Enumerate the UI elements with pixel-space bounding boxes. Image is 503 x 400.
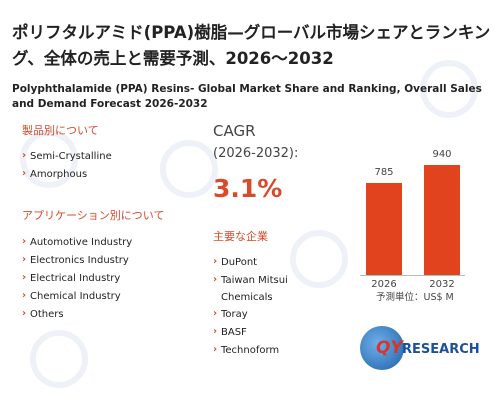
list-item: Electronics Industry: [22, 251, 132, 270]
baseline: [360, 275, 465, 276]
list-item: Automotive Industry: [22, 233, 132, 252]
list-item: Others: [22, 305, 132, 324]
section-heading: アプリケーション別について: [22, 209, 165, 222]
list-item: Semi-Crystalline: [22, 147, 112, 166]
logo-text: RESEARCH: [402, 342, 480, 357]
section-heading: 製品別について: [22, 124, 99, 137]
title: ポリフタルアミド(PPA)樹脂—グローバル市場シェアとランキング、全体の売上と需…: [12, 23, 491, 68]
subtitle: Polyphthalamide (PPA) Resins- Global Mar…: [12, 83, 482, 110]
cagr-value: 3.1%: [213, 174, 283, 203]
product-list: Semi-Crystalline Amorphous: [22, 147, 112, 184]
value-label: 940: [432, 149, 452, 160]
x-tick-label: 2032: [429, 279, 455, 290]
unit-note: 予測単位：US$ M: [376, 292, 454, 303]
application-list: Automotive Industry Electronics Industry…: [22, 233, 132, 324]
logo-text: QY: [376, 338, 403, 358]
watermark: [420, 60, 478, 118]
list-item: Technoform: [213, 341, 308, 360]
list-item: Toray: [213, 305, 308, 324]
list-item: Chemical Industry: [22, 287, 132, 306]
x-tick-label: 2026: [371, 279, 397, 290]
bar: [366, 183, 402, 275]
list-item: Electrical Industry: [22, 269, 132, 288]
company-list: DuPont Taiwan Mitsui Chemicals Toray BAS…: [213, 253, 308, 360]
watermark: [160, 140, 218, 198]
list-item: Taiwan Mitsui Chemicals: [213, 271, 308, 306]
list-item: BASF: [213, 323, 308, 342]
cagr-label: CAGR: [213, 122, 256, 140]
section-heading: 主要な企業: [213, 230, 268, 243]
bar: [424, 165, 460, 275]
list-item: Amorphous: [22, 165, 112, 184]
value-label: 785: [374, 167, 394, 179]
list-item: DuPont: [213, 253, 308, 272]
cagr-period: (2026-2032):: [213, 146, 299, 161]
watermark: [30, 330, 88, 388]
logo-globe: [360, 326, 404, 370]
